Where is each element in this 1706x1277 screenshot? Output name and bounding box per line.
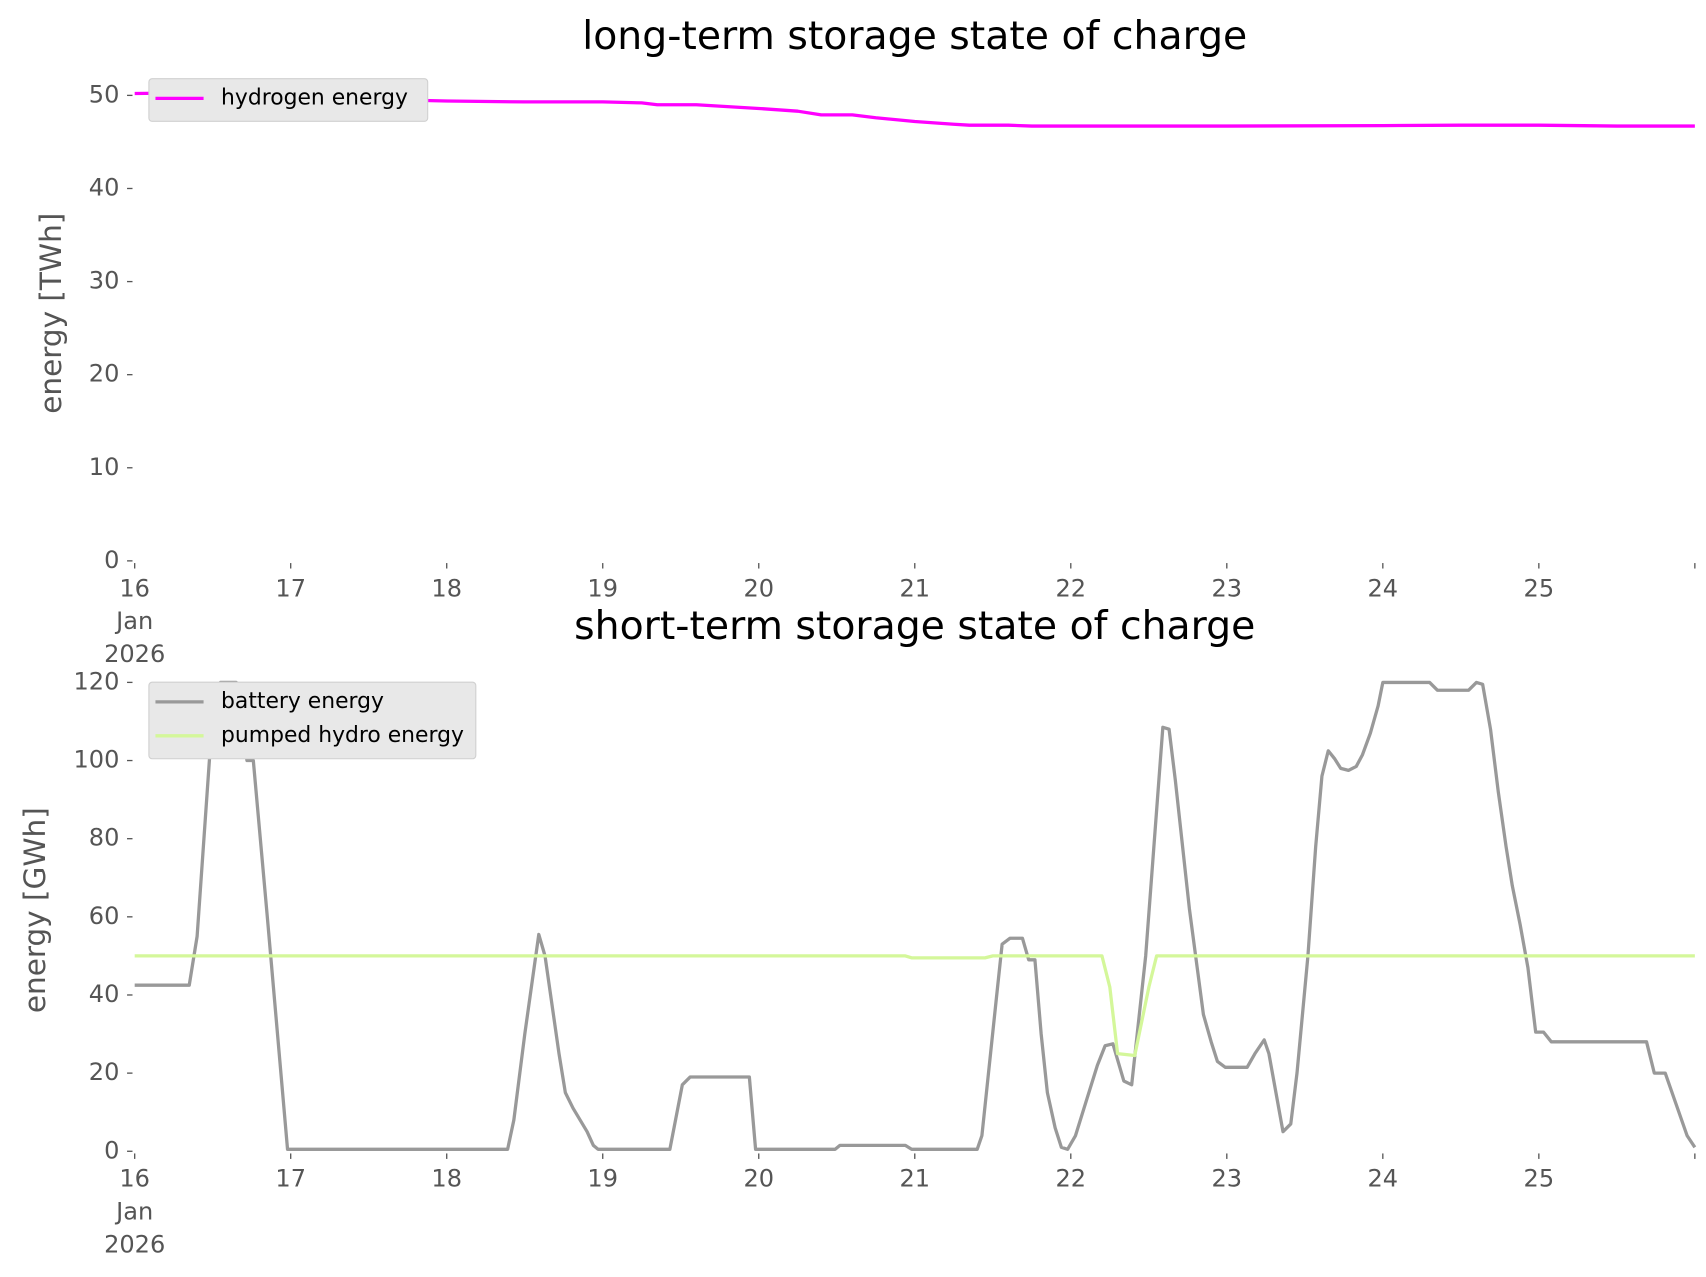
- data-line: [134, 954, 1695, 1058]
- y-tick-label: 100: [73, 746, 119, 774]
- y-tick-label: 80: [89, 824, 120, 852]
- x-tick-label: 16 Jan 2026: [104, 574, 165, 668]
- y-tick-label: 40: [89, 173, 120, 201]
- x-tick-label: 20: [743, 574, 774, 602]
- chart-title: short-term storage state of charge: [574, 603, 1255, 649]
- x-tick-label: 25: [1524, 1165, 1555, 1193]
- y-tick-label: 60: [89, 902, 120, 930]
- y-tick-label: 40: [89, 980, 120, 1008]
- x-tick-label: 23: [1212, 1165, 1243, 1193]
- x-tick-label: 22: [1055, 1165, 1086, 1193]
- legend-box: [148, 78, 429, 122]
- x-tick-label: 17: [275, 1165, 306, 1193]
- x-tick-label: 21: [899, 574, 930, 602]
- y-tick-label: 50: [89, 80, 120, 108]
- legend-label: hydrogen energy: [221, 85, 408, 110]
- y-tick-label: 0: [104, 546, 119, 574]
- y-axis-label: energy [GWh]: [18, 807, 52, 1013]
- y-tick-label: 30: [89, 267, 120, 295]
- x-tick-label: 22: [1055, 574, 1086, 602]
- legend-label: battery energy: [221, 689, 384, 714]
- y-tick-label: 20: [89, 1058, 120, 1086]
- data-line: [134, 680, 1697, 1151]
- y-tick-label: 0: [104, 1136, 119, 1164]
- x-tick-label: 19: [587, 574, 618, 602]
- x-tick-label: 24: [1368, 574, 1399, 602]
- chart-title: long-term storage state of charge: [582, 13, 1247, 59]
- x-tick-label: 23: [1212, 574, 1243, 602]
- x-tick-label: 21: [899, 1165, 930, 1193]
- data-line: [134, 90, 1695, 128]
- x-tick-label: 16 Jan 2026: [104, 1165, 165, 1259]
- y-axis-label: energy [TWh]: [34, 213, 68, 414]
- x-tick-label: 24: [1368, 1165, 1399, 1193]
- y-tick-label: 10: [89, 453, 120, 481]
- y-tick-label: 20: [89, 360, 120, 388]
- y-tick-label: 120: [73, 667, 119, 695]
- legend-box: [148, 681, 477, 760]
- x-tick-label: 20: [743, 1165, 774, 1193]
- x-tick-label: 25: [1524, 574, 1555, 602]
- legend-label: pumped hydro energy: [221, 723, 464, 748]
- x-tick-label: 19: [587, 1165, 618, 1193]
- x-tick-label: 18: [431, 1165, 462, 1193]
- x-tick-label: 18: [431, 574, 462, 602]
- x-tick-label: 17: [275, 574, 306, 602]
